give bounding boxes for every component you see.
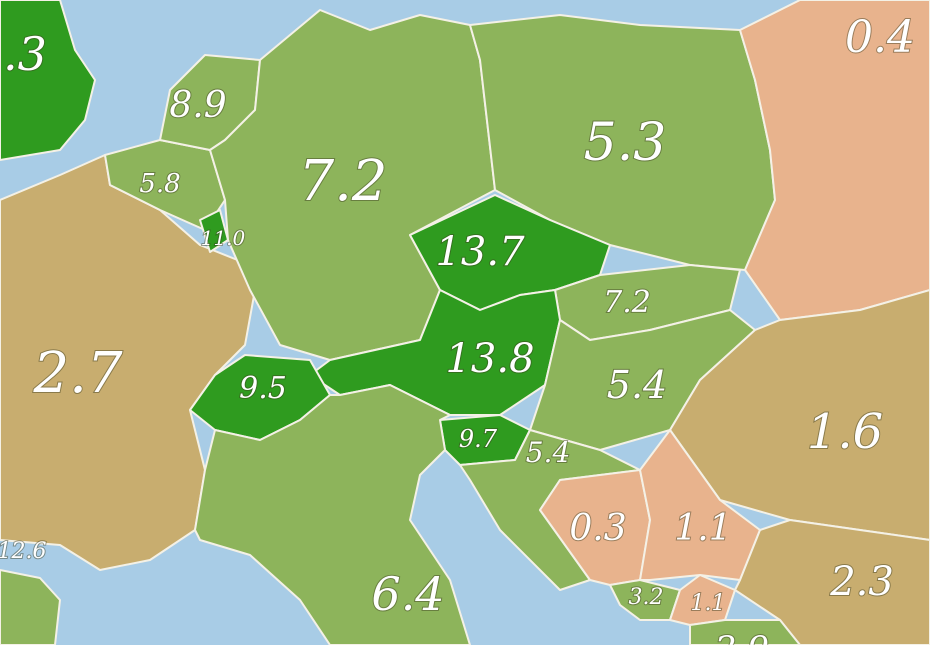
label-andorra: 12.6: [0, 539, 46, 564]
label-serbia: 1.1: [674, 508, 731, 549]
label-belarus: 0.4: [845, 12, 915, 63]
label-uk: .3: [3, 27, 47, 81]
label-hungary: 5.4: [607, 363, 667, 407]
label-france: 2.7: [32, 341, 122, 406]
region-andorra: [0, 569, 61, 645]
label-germany: 7.2: [298, 149, 387, 214]
label-switzerland: 9.5: [239, 371, 287, 406]
label-croatia: 5.4: [526, 436, 571, 469]
label-kosovo: 1.1: [691, 591, 726, 616]
region-uk: [0, 0, 96, 161]
label-poland: 5.3: [584, 113, 667, 173]
label-slovenia: 9.7: [459, 425, 498, 453]
label-czechia: 13.7: [435, 229, 525, 275]
region-serbia: [639, 429, 761, 581]
label-bulgaria: 2.3: [829, 559, 894, 605]
label-bosnia: 0.3: [569, 508, 626, 549]
region-italy: [194, 384, 471, 645]
label-belgium: 5.8: [139, 169, 180, 199]
label-austria: 13.8: [445, 336, 534, 382]
label-slovakia: 7.2: [603, 285, 651, 320]
label-netherlands: 8.9: [169, 85, 226, 126]
region-macedonia: [689, 619, 801, 645]
region-bulgaria: [734, 519, 930, 645]
label-montenegro: 3.2: [629, 585, 664, 610]
label-macedonia: 2.9: [714, 629, 769, 645]
label-luxembourg: 11.0: [201, 226, 246, 250]
label-romania: 1.6: [807, 404, 883, 460]
label-italy: 6.4: [371, 567, 444, 621]
